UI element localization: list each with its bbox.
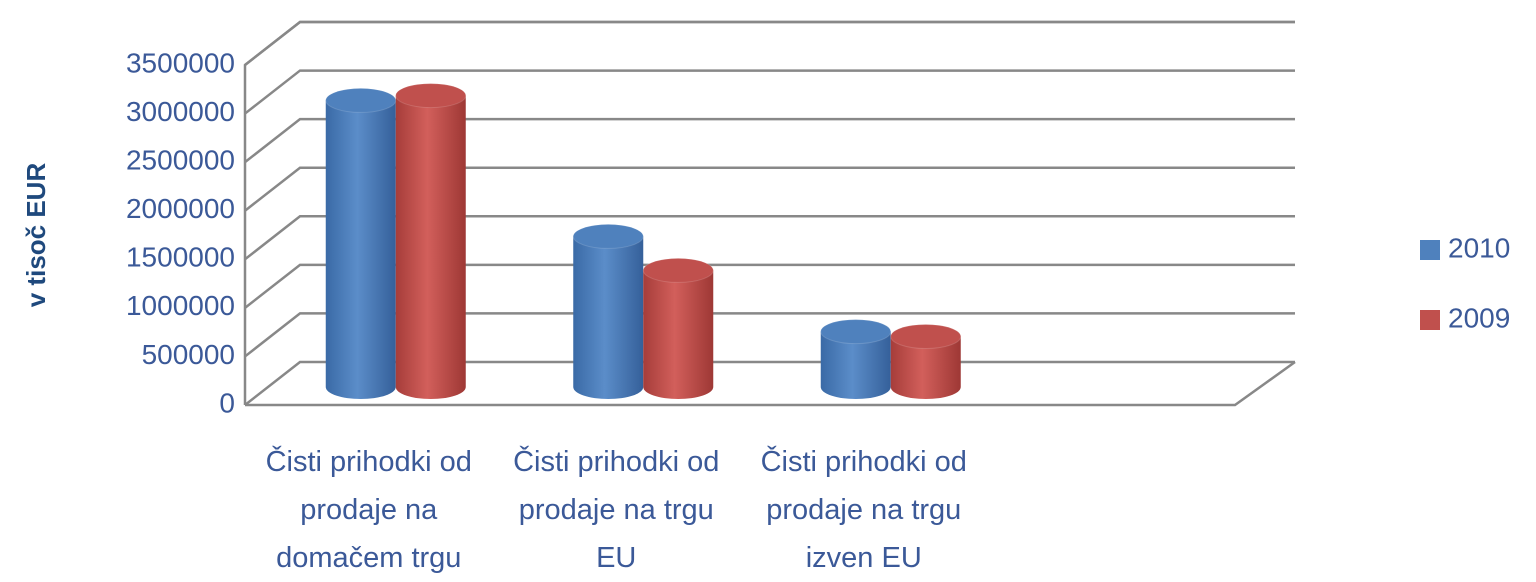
y-tick-label: 500000 bbox=[142, 339, 235, 370]
bar-top bbox=[642, 257, 714, 283]
bar bbox=[572, 223, 644, 399]
bar-body bbox=[395, 95, 466, 400]
x-tick-label: Čisti prihodki od prodaje na trgu izven … bbox=[760, 446, 967, 574]
y-axis-title: v tisoč EUR bbox=[21, 163, 51, 308]
y-tick-label: 1500000 bbox=[126, 242, 235, 273]
bar-top bbox=[890, 323, 962, 349]
y-tick-label: 3000000 bbox=[126, 96, 235, 127]
y-tick-label: 2000000 bbox=[126, 193, 235, 224]
bar-body bbox=[820, 331, 891, 399]
bar-body bbox=[890, 336, 961, 399]
legend-label: 2009 bbox=[1448, 302, 1510, 333]
bar-top bbox=[395, 83, 467, 109]
legend-swatch bbox=[1420, 240, 1440, 260]
y-tick-label: 2500000 bbox=[126, 145, 235, 176]
legend-swatch bbox=[1420, 310, 1440, 330]
grid-line bbox=[244, 312, 1295, 358]
bar-body bbox=[325, 100, 396, 399]
bar bbox=[890, 323, 962, 399]
y-tick-label: 0 bbox=[219, 387, 235, 418]
grid-line bbox=[244, 20, 1295, 66]
bar-body bbox=[643, 270, 714, 399]
grid-line bbox=[244, 166, 1295, 212]
bar bbox=[395, 83, 467, 400]
bar-body bbox=[573, 236, 644, 399]
grid-line bbox=[244, 117, 1295, 164]
grid-line bbox=[244, 215, 1295, 261]
grid-line bbox=[244, 69, 1295, 115]
bar-top bbox=[572, 223, 644, 249]
x-tick-label: Čisti prihodki od prodaje na domačem trg… bbox=[265, 446, 472, 574]
grid-line bbox=[244, 360, 1295, 406]
bar bbox=[325, 87, 397, 399]
bar-top bbox=[820, 319, 892, 345]
grid-line bbox=[244, 263, 1295, 309]
y-tick-label: 3500000 bbox=[126, 47, 235, 78]
bar bbox=[642, 257, 714, 399]
y-tick-label: 1000000 bbox=[126, 290, 235, 321]
bar-top bbox=[325, 87, 397, 113]
legend-label: 2010 bbox=[1448, 232, 1510, 263]
floor bbox=[245, 360, 1296, 407]
x-tick-label: Čisti prihodki od prodaje na trgu EU bbox=[513, 446, 720, 574]
bar bbox=[820, 319, 892, 399]
